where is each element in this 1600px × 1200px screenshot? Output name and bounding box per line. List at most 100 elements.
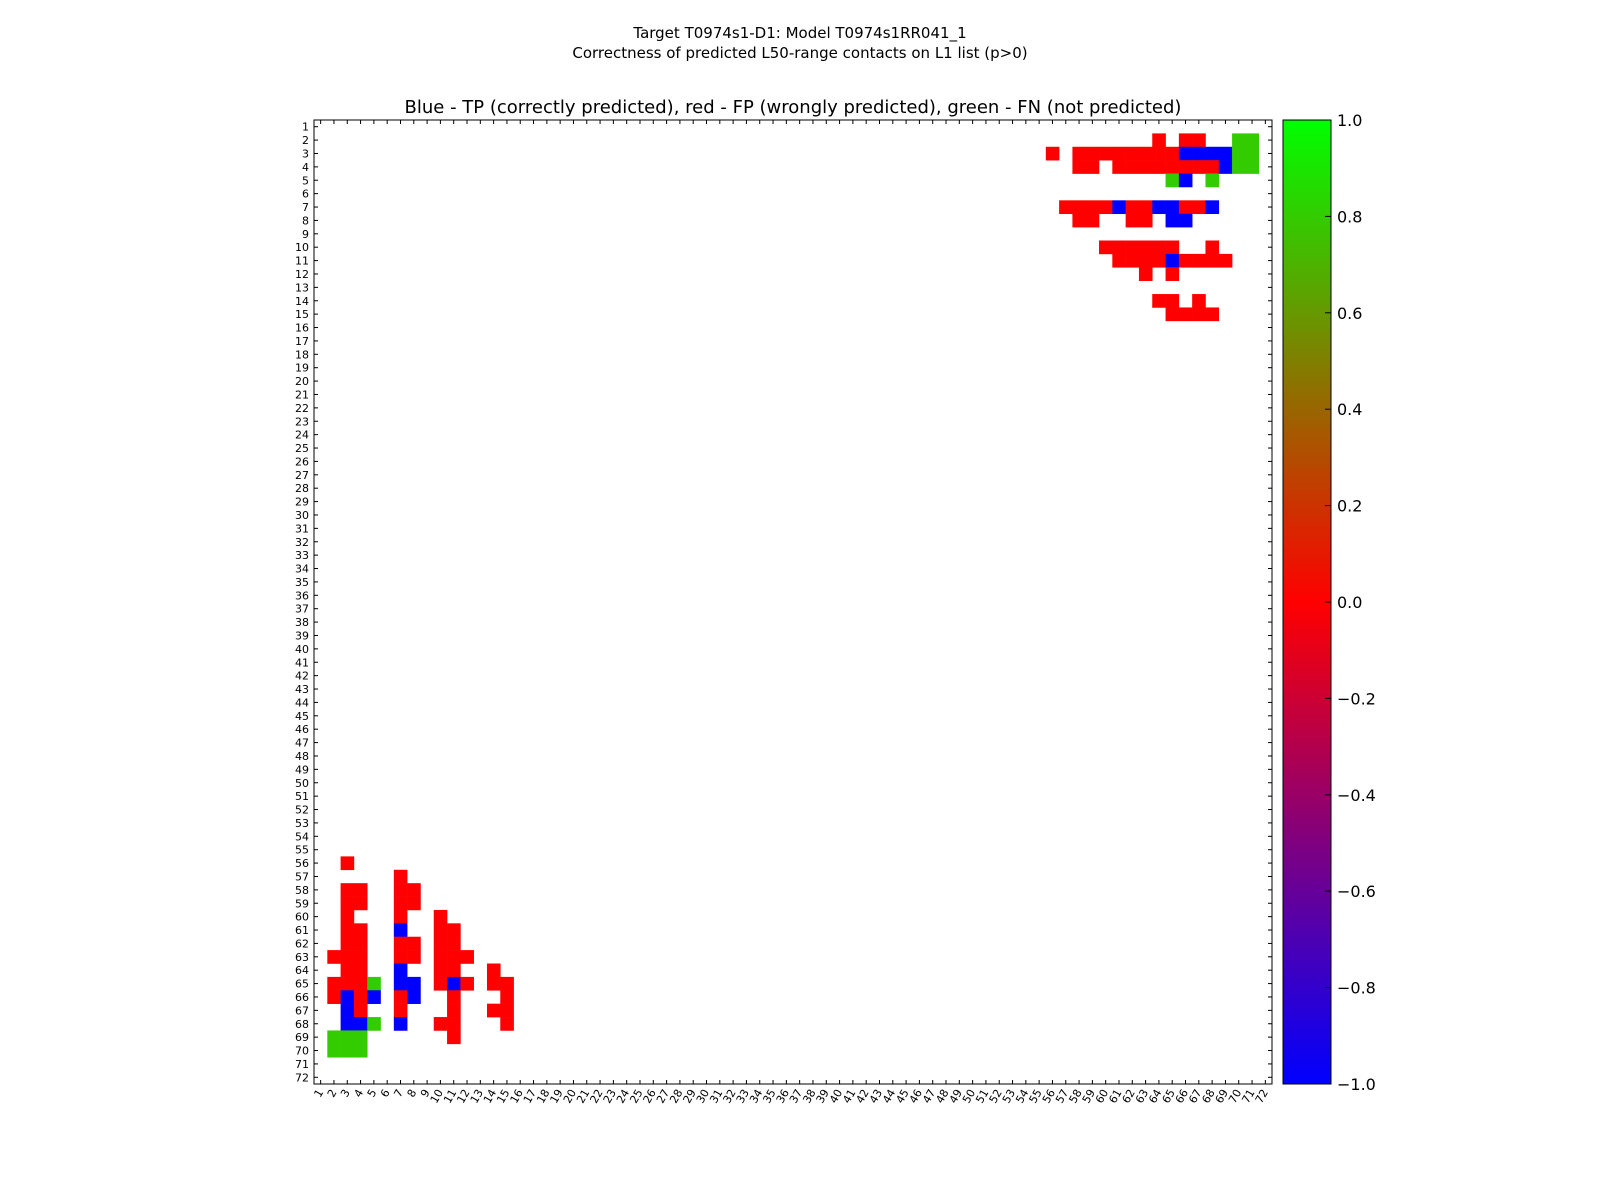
y-tick-label: 13 <box>295 281 309 294</box>
y-tick-label: 56 <box>295 857 309 870</box>
x-tick-label: 48 <box>933 1087 951 1106</box>
y-tick-label: 47 <box>295 737 309 750</box>
x-tick-label: 25 <box>627 1087 645 1106</box>
heatmap-cell <box>1165 173 1180 188</box>
heatmap-cell <box>1138 240 1153 255</box>
heatmap-cell <box>1085 160 1100 174</box>
heatmap-cell <box>393 950 408 964</box>
heatmap-cell <box>1178 307 1193 322</box>
y-tick-label: 61 <box>295 924 309 937</box>
heatmap-cell <box>393 923 408 938</box>
y-tick-label: 72 <box>295 1071 309 1084</box>
heatmap-cell <box>1138 253 1153 268</box>
x-tick-label: 56 <box>1040 1087 1058 1106</box>
heatmap-cell <box>1245 133 1259 148</box>
heatmap-cell <box>1218 146 1233 161</box>
x-tick-label: 71 <box>1239 1087 1257 1106</box>
heatmap-cell <box>1165 240 1180 255</box>
y-tick-label: 54 <box>295 830 309 843</box>
heatmap-cell <box>486 1003 501 1018</box>
heatmap-cell <box>1218 253 1233 268</box>
y-tick-label: 7 <box>302 201 309 214</box>
heatmap-cell <box>1165 146 1180 161</box>
heatmap-cell <box>353 1003 368 1018</box>
colorbar-tick-label: 1.0 <box>1337 111 1362 130</box>
x-tick-label: 30 <box>694 1087 712 1106</box>
x-tick-label: 49 <box>947 1087 965 1106</box>
y-tick-label: 15 <box>295 308 309 321</box>
y-tick-label: 35 <box>295 576 309 589</box>
heatmap-cell <box>1192 133 1206 148</box>
heatmap-cell <box>500 976 514 991</box>
heatmap-cell <box>327 1030 341 1045</box>
heatmap-cell <box>1232 146 1246 161</box>
x-tick-label: 16 <box>508 1087 526 1106</box>
y-tick-label: 16 <box>295 322 309 335</box>
heatmap-cell <box>447 1003 461 1018</box>
y-tick-label: 29 <box>295 496 309 509</box>
heatmap-cell <box>393 990 408 1004</box>
y-tick-label: 55 <box>295 844 309 857</box>
heatmap-cell <box>340 909 355 924</box>
colorbar-tick-label: 0.8 <box>1337 207 1362 226</box>
heatmap-cell <box>1205 240 1220 255</box>
x-tick-label: 39 <box>814 1087 832 1106</box>
y-tick-label: 14 <box>295 295 309 308</box>
y-tick-label: 42 <box>295 670 309 683</box>
heatmap-cell <box>1245 146 1259 161</box>
y-tick-label: 10 <box>295 241 309 254</box>
heatmap-cell <box>1072 160 1087 174</box>
x-tick-label: 43 <box>867 1087 885 1106</box>
y-tick-label: 44 <box>295 696 309 709</box>
heatmap-cell <box>353 963 368 978</box>
heatmap-cell <box>1085 146 1100 161</box>
colorbar-tick-label: −0.8 <box>1337 979 1376 998</box>
heatmap-cell <box>327 976 341 991</box>
heatmap-cell <box>1112 200 1126 215</box>
y-tick-label: 65 <box>295 978 309 991</box>
y-tick-label: 60 <box>295 911 309 924</box>
heatmap-cell <box>340 1030 355 1045</box>
heatmap-cell <box>1112 253 1126 268</box>
heatmap-cell <box>460 976 474 991</box>
heatmap-cell <box>1178 160 1193 174</box>
heatmap-cell <box>340 896 355 911</box>
heatmap-cell <box>353 883 368 897</box>
heatmap-cell <box>393 869 408 884</box>
colorbar-tick-label: −1.0 <box>1337 1075 1376 1094</box>
x-tick-label: 29 <box>681 1087 699 1106</box>
y-tick-label: 21 <box>295 388 309 401</box>
colorbar-tick-label: 0.2 <box>1337 497 1362 516</box>
x-tick-label: 72 <box>1253 1087 1271 1106</box>
x-tick-label: 44 <box>880 1087 898 1106</box>
heatmap-cell <box>447 990 461 1004</box>
heatmap-cell <box>327 1043 341 1058</box>
x-tick-label: 22 <box>587 1087 605 1106</box>
heatmap-cell <box>407 950 421 964</box>
heatmap-cell <box>1178 173 1193 188</box>
heatmap-cell <box>1138 213 1153 228</box>
x-tick-label: 55 <box>1026 1087 1044 1106</box>
colorbar-tick-label: −0.4 <box>1337 786 1376 805</box>
x-tick-label: 12 <box>454 1087 472 1106</box>
y-tick-label: 66 <box>295 991 309 1004</box>
x-tick-label: 14 <box>481 1087 499 1106</box>
y-tick-label: 28 <box>295 482 309 495</box>
heatmap-cell <box>447 963 461 978</box>
y-tick-label: 30 <box>295 509 309 522</box>
y-tick-label: 24 <box>295 429 309 442</box>
heatmap-cell <box>1112 160 1126 174</box>
heatmap-cell <box>340 1043 355 1058</box>
heatmap-cell <box>433 976 448 991</box>
heatmap-cell <box>340 1017 355 1031</box>
heatmap-cell <box>393 909 408 924</box>
heatmap-cell <box>353 896 368 911</box>
heatmap-cell <box>407 896 421 911</box>
heatmap-cell <box>1072 146 1087 161</box>
x-tick-label: 13 <box>468 1087 486 1106</box>
heatmap-cell <box>340 1003 355 1018</box>
heatmap-cell <box>340 976 355 991</box>
heatmap-cell <box>1138 160 1153 174</box>
y-tick-label: 50 <box>295 777 309 790</box>
heatmap-cell <box>433 909 448 924</box>
